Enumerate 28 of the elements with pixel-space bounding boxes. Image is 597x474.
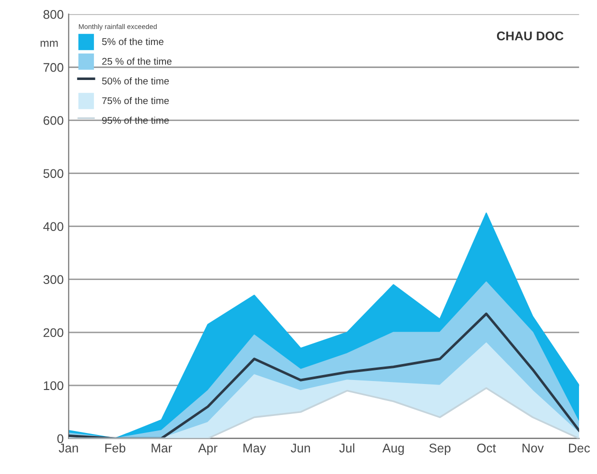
x-tick-label: Jan	[58, 444, 78, 452]
legend-label: 5% of the time	[102, 38, 164, 46]
x-tick-label: Dec	[569, 444, 590, 452]
y-tick-label: 800	[43, 10, 64, 19]
y-tick-label: 700	[44, 63, 64, 72]
x-tick-label: Oct	[477, 444, 496, 452]
y-axis-title: mm	[40, 40, 58, 47]
y-tick-label: 0	[57, 434, 64, 444]
x-tick-label: Jul	[339, 443, 354, 452]
y-tick-label: 400	[43, 222, 64, 231]
x-tick-label: Mar	[152, 444, 172, 452]
x-tick-label: Apr	[198, 444, 218, 455]
x-tick-label: Jun	[290, 444, 310, 452]
y-tick-label: 100	[44, 381, 64, 390]
x-tick-label: Aug	[382, 444, 404, 455]
y-tick-label: 500	[43, 169, 64, 178]
x-tick-label: May	[243, 444, 266, 455]
y-tick-label: 200	[44, 328, 64, 338]
text: CHAU DOC	[496, 32, 564, 40]
legend-label: 50% of the time	[102, 77, 169, 84]
legend-label: 75% of the time	[102, 97, 169, 104]
y-tick-label: 300	[43, 275, 64, 284]
x-tick-label: Sep	[429, 444, 450, 455]
legend-label: 95% of the time	[102, 116, 169, 124]
x-tick-label: Feb	[105, 443, 126, 452]
legend-label: 25 % of the time	[102, 58, 172, 65]
x-tick-label: Nov	[522, 444, 544, 452]
y-tick-label: 600	[44, 116, 64, 125]
